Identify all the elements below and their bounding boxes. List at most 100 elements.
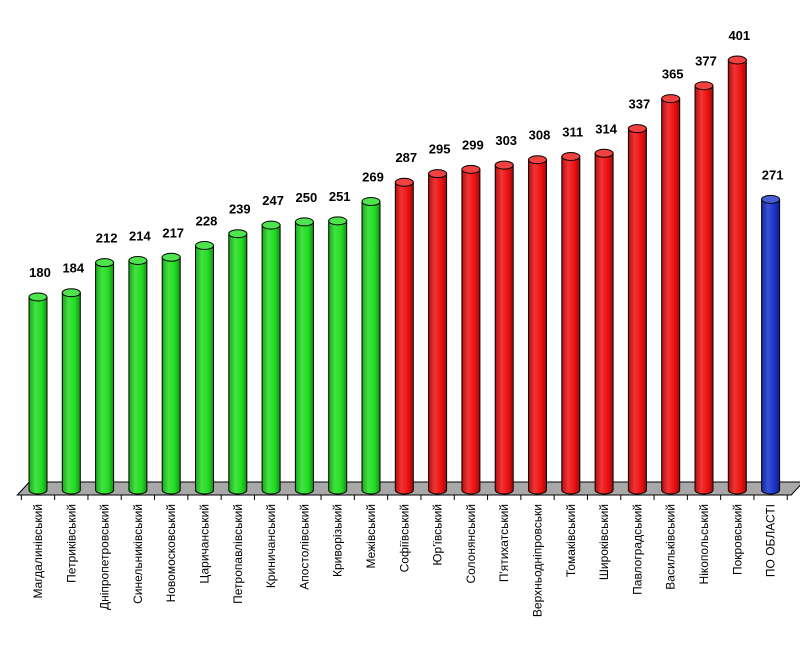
bar-top <box>28 292 48 302</box>
category-labels-group: Магдалинівський Петриківський Дніпропетров… <box>31 504 778 617</box>
bar-body <box>661 98 681 495</box>
bar-body <box>261 224 281 495</box>
bar-top <box>95 258 115 268</box>
bar-top <box>561 152 581 162</box>
category-label: Солонянський <box>464 504 478 584</box>
bar-body <box>195 245 214 495</box>
data-label: 247 <box>262 193 284 208</box>
bar <box>761 194 781 495</box>
data-label: 303 <box>495 133 517 148</box>
bar-top <box>661 94 681 104</box>
bar <box>461 164 481 495</box>
bar <box>428 169 448 495</box>
bar-body <box>361 201 381 495</box>
bar-top <box>361 197 381 207</box>
category-label: Межівський <box>364 504 378 569</box>
bar <box>561 152 581 495</box>
bar-body <box>761 198 781 495</box>
data-label: 308 <box>529 128 551 143</box>
bar-body <box>627 128 647 495</box>
bar <box>627 124 647 495</box>
bar-top <box>228 229 248 239</box>
data-label: 401 <box>728 28 750 43</box>
category-label: Петропавлівський <box>231 504 245 604</box>
bar-body <box>561 156 581 495</box>
bar <box>195 241 214 495</box>
category-label: ПО ОБЛАСТІ <box>764 504 778 577</box>
bar-body <box>528 159 547 495</box>
bar <box>261 220 281 495</box>
bar <box>294 217 314 495</box>
bar-top <box>727 55 747 65</box>
data-label: 217 <box>162 225 184 240</box>
bar-top <box>294 217 314 227</box>
bar-top <box>195 241 214 251</box>
bar-top <box>428 169 448 179</box>
bar <box>61 288 81 495</box>
data-label: 239 <box>229 202 251 217</box>
data-label: 214 <box>129 229 151 244</box>
bar-body <box>328 220 348 495</box>
category-label: Новомосковський <box>164 504 178 602</box>
data-label: 299 <box>462 137 484 152</box>
data-label: 228 <box>196 214 218 229</box>
bar-body <box>461 168 481 495</box>
data-label: 377 <box>695 54 717 69</box>
category-label: Широківський <box>597 504 611 580</box>
bar <box>494 160 514 495</box>
data-label: 271 <box>762 167 784 182</box>
data-label: 251 <box>329 189 351 204</box>
bar-top <box>594 148 614 158</box>
bar-top <box>494 160 514 170</box>
category-label: Царичанський <box>198 504 212 584</box>
data-label: 295 <box>429 142 451 157</box>
bar-top <box>128 256 148 266</box>
data-label: 365 <box>662 67 684 82</box>
bar <box>594 148 614 495</box>
bar <box>727 55 747 495</box>
bar <box>328 216 348 495</box>
bar <box>28 292 48 495</box>
value-labels-group: 180 184 212 214 217 228 239 247 250 251 269 287 295 2… <box>29 28 783 280</box>
bar-top <box>528 155 547 165</box>
bar-body <box>61 292 81 495</box>
data-label: 314 <box>595 121 617 136</box>
bar-body <box>128 260 148 495</box>
category-label: Юр'ївський <box>431 504 445 566</box>
data-label: 269 <box>362 170 384 185</box>
category-label: Софіївський <box>397 504 411 572</box>
category-label: Апостолівський <box>297 504 311 590</box>
bar <box>694 81 714 495</box>
category-label: Верхньодніпровськи <box>531 504 545 617</box>
category-label: Павлоградський <box>630 504 644 595</box>
bar-body <box>727 59 747 495</box>
category-label: Томаківський <box>564 504 578 577</box>
bar <box>161 252 181 495</box>
category-label: Магдалинівський <box>31 504 45 598</box>
data-label: 250 <box>296 190 318 205</box>
category-label: П'ятихатський <box>497 504 511 582</box>
bar-top <box>328 216 348 226</box>
category-label: Васильківський <box>664 504 678 590</box>
data-label: 311 <box>562 125 583 140</box>
bar-body <box>428 173 448 495</box>
bar-top <box>61 288 81 298</box>
category-label: Покровський <box>730 504 744 575</box>
data-label: 287 <box>395 150 417 165</box>
bar-body <box>294 221 314 495</box>
category-label: Дніпропетровський <box>98 504 112 610</box>
bar <box>394 177 414 495</box>
bar-top <box>161 252 181 262</box>
bar-body <box>161 256 181 495</box>
data-label: 212 <box>96 231 118 246</box>
category-label: Нікопольський <box>697 504 711 584</box>
bar-top <box>394 177 414 187</box>
data-label: 184 <box>62 261 84 276</box>
category-label: Криничанський <box>264 504 278 588</box>
bar-body <box>494 164 514 495</box>
bar <box>128 256 148 495</box>
bar <box>361 197 381 495</box>
bar-body <box>594 152 614 495</box>
category-label: Петриківський <box>64 504 78 583</box>
bar-body <box>228 233 248 495</box>
